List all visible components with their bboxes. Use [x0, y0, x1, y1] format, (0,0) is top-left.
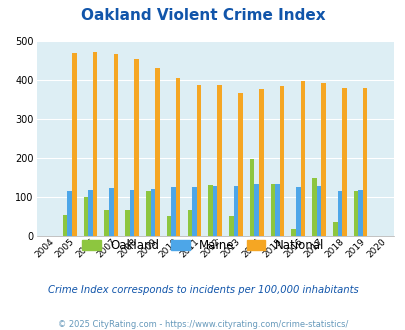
Bar: [125, 210, 130, 236]
Bar: [254, 184, 258, 236]
Bar: [320, 82, 325, 236]
Bar: [208, 185, 212, 236]
Bar: [67, 191, 72, 236]
Bar: [104, 210, 109, 236]
Bar: [316, 186, 320, 236]
Bar: [155, 68, 159, 236]
Bar: [279, 86, 283, 236]
Bar: [113, 54, 118, 236]
Bar: [171, 187, 175, 236]
Bar: [93, 52, 97, 236]
Bar: [187, 210, 192, 236]
Bar: [233, 186, 238, 236]
Bar: [337, 191, 341, 236]
Bar: [358, 190, 362, 236]
Bar: [249, 159, 254, 236]
Bar: [341, 87, 346, 236]
Bar: [295, 187, 300, 236]
Bar: [217, 85, 222, 236]
Bar: [72, 53, 77, 236]
Bar: [228, 216, 233, 236]
Bar: [109, 188, 113, 236]
Bar: [258, 89, 263, 236]
Bar: [150, 189, 155, 236]
Text: Crime Index corresponds to incidents per 100,000 inhabitants: Crime Index corresponds to incidents per…: [47, 285, 358, 295]
Bar: [311, 178, 316, 236]
Bar: [83, 197, 88, 236]
Bar: [166, 216, 171, 236]
Bar: [175, 78, 180, 236]
Bar: [275, 184, 279, 236]
Bar: [146, 191, 150, 236]
Bar: [291, 229, 295, 236]
Bar: [88, 190, 93, 236]
Bar: [332, 221, 337, 236]
Bar: [270, 184, 275, 236]
Bar: [196, 85, 201, 236]
Bar: [353, 191, 358, 236]
Bar: [212, 186, 217, 236]
Bar: [130, 190, 134, 236]
Text: Oakland Violent Crime Index: Oakland Violent Crime Index: [81, 8, 324, 23]
Text: © 2025 CityRating.com - https://www.cityrating.com/crime-statistics/: © 2025 CityRating.com - https://www.city…: [58, 320, 347, 329]
Bar: [238, 93, 242, 236]
Bar: [362, 88, 367, 236]
Bar: [134, 59, 139, 236]
Bar: [192, 187, 196, 236]
Bar: [63, 214, 67, 236]
Legend: Oakland, Maine, National: Oakland, Maine, National: [77, 234, 328, 256]
Bar: [300, 81, 305, 236]
